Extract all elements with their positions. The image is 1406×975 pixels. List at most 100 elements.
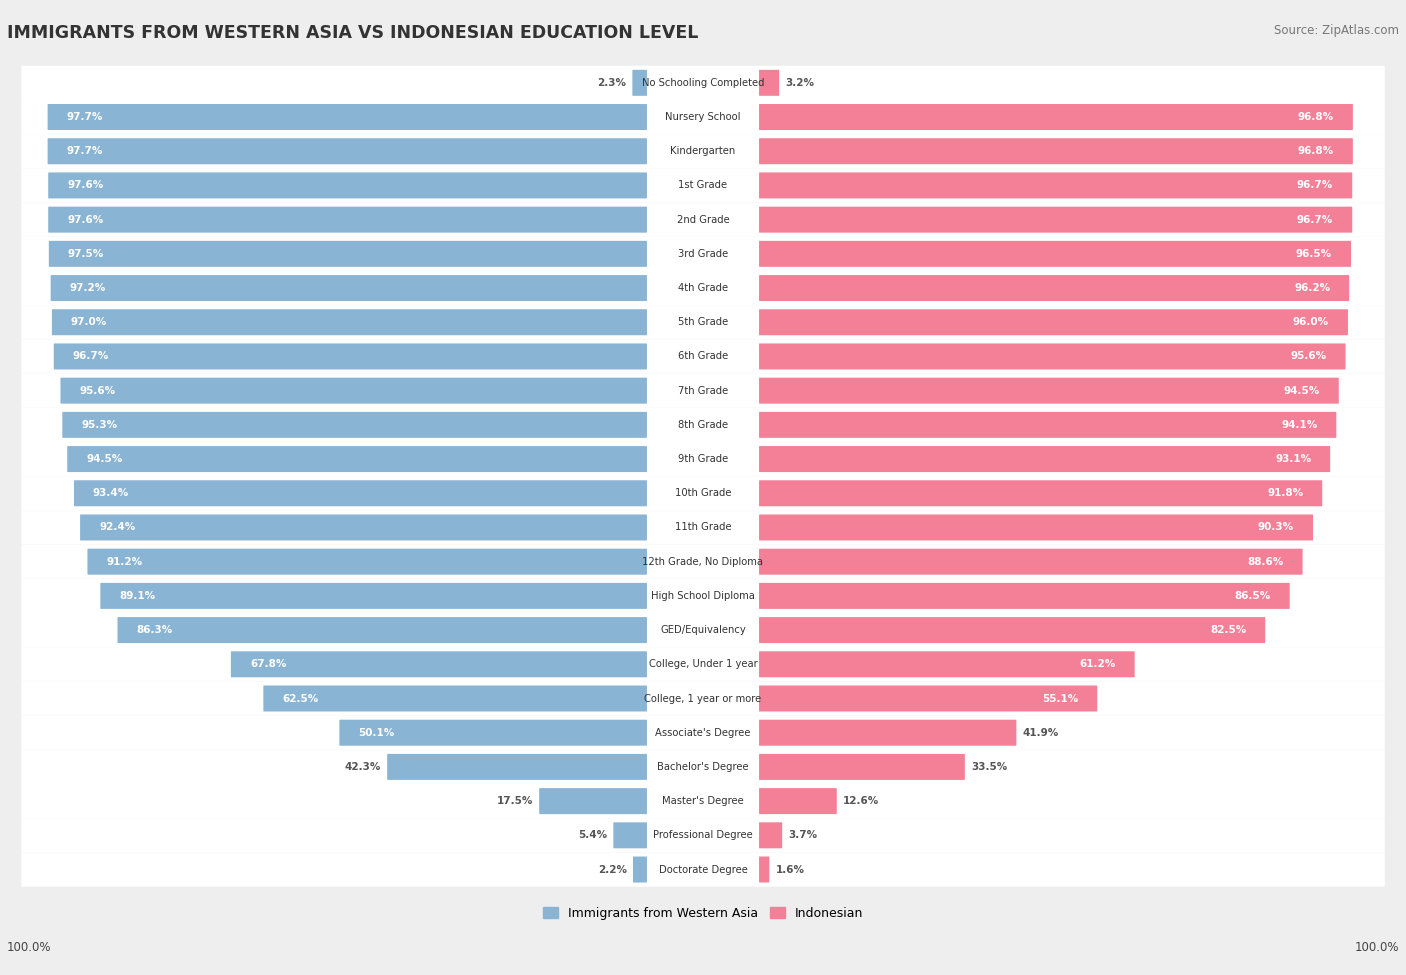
FancyBboxPatch shape: [60, 377, 647, 404]
FancyBboxPatch shape: [759, 343, 1346, 370]
Text: Kindergarten: Kindergarten: [671, 146, 735, 156]
FancyBboxPatch shape: [759, 788, 837, 814]
Text: 8th Grade: 8th Grade: [678, 420, 728, 430]
FancyBboxPatch shape: [49, 241, 647, 267]
FancyBboxPatch shape: [21, 408, 1385, 442]
FancyBboxPatch shape: [387, 754, 647, 780]
Text: 42.3%: 42.3%: [344, 761, 381, 772]
FancyBboxPatch shape: [21, 545, 1385, 579]
FancyBboxPatch shape: [231, 651, 647, 678]
FancyBboxPatch shape: [21, 237, 1385, 271]
Text: College, 1 year or more: College, 1 year or more: [644, 693, 762, 704]
Text: 7th Grade: 7th Grade: [678, 386, 728, 396]
Text: 62.5%: 62.5%: [283, 693, 319, 704]
Text: Nursery School: Nursery School: [665, 112, 741, 122]
Text: 6th Grade: 6th Grade: [678, 351, 728, 362]
FancyBboxPatch shape: [21, 373, 1385, 408]
Text: 55.1%: 55.1%: [1042, 693, 1078, 704]
Text: 2.2%: 2.2%: [598, 865, 627, 875]
FancyBboxPatch shape: [759, 275, 1350, 301]
Text: 33.5%: 33.5%: [972, 761, 1007, 772]
FancyBboxPatch shape: [21, 442, 1385, 476]
Text: 82.5%: 82.5%: [1211, 625, 1246, 635]
Text: 96.8%: 96.8%: [1298, 146, 1334, 156]
FancyBboxPatch shape: [759, 583, 1289, 608]
FancyBboxPatch shape: [21, 784, 1385, 818]
Text: Doctorate Degree: Doctorate Degree: [658, 865, 748, 875]
FancyBboxPatch shape: [633, 856, 647, 882]
FancyBboxPatch shape: [21, 818, 1385, 852]
Text: 94.5%: 94.5%: [1284, 386, 1320, 396]
Text: High School Diploma: High School Diploma: [651, 591, 755, 601]
Text: 91.2%: 91.2%: [107, 557, 142, 566]
FancyBboxPatch shape: [48, 207, 647, 233]
Text: IMMIGRANTS FROM WESTERN ASIA VS INDONESIAN EDUCATION LEVEL: IMMIGRANTS FROM WESTERN ASIA VS INDONESI…: [7, 24, 699, 42]
Text: 91.8%: 91.8%: [1267, 488, 1303, 498]
FancyBboxPatch shape: [759, 754, 965, 780]
Text: 3.2%: 3.2%: [785, 78, 814, 88]
FancyBboxPatch shape: [263, 685, 647, 712]
Text: 17.5%: 17.5%: [496, 797, 533, 806]
Text: 100.0%: 100.0%: [7, 941, 52, 955]
FancyBboxPatch shape: [759, 173, 1353, 199]
Text: 96.8%: 96.8%: [1298, 112, 1334, 122]
FancyBboxPatch shape: [48, 173, 647, 199]
FancyBboxPatch shape: [21, 65, 1385, 99]
FancyBboxPatch shape: [100, 583, 647, 608]
FancyBboxPatch shape: [21, 682, 1385, 716]
Text: 5th Grade: 5th Grade: [678, 317, 728, 328]
FancyBboxPatch shape: [759, 515, 1313, 540]
FancyBboxPatch shape: [759, 447, 1330, 472]
Text: 97.7%: 97.7%: [66, 146, 103, 156]
FancyBboxPatch shape: [21, 339, 1385, 373]
FancyBboxPatch shape: [67, 447, 647, 472]
Text: 94.5%: 94.5%: [86, 454, 122, 464]
Legend: Immigrants from Western Asia, Indonesian: Immigrants from Western Asia, Indonesian: [537, 902, 869, 924]
Text: 96.7%: 96.7%: [73, 351, 110, 362]
Text: 50.1%: 50.1%: [359, 727, 395, 738]
Text: 97.7%: 97.7%: [66, 112, 103, 122]
Text: 97.6%: 97.6%: [67, 214, 104, 224]
Text: Bachelor's Degree: Bachelor's Degree: [657, 761, 749, 772]
FancyBboxPatch shape: [759, 481, 1322, 506]
FancyBboxPatch shape: [339, 720, 647, 746]
FancyBboxPatch shape: [80, 515, 647, 540]
Text: 11th Grade: 11th Grade: [675, 523, 731, 532]
Text: 97.0%: 97.0%: [70, 317, 107, 328]
Text: 12th Grade, No Diploma: 12th Grade, No Diploma: [643, 557, 763, 566]
Text: Professional Degree: Professional Degree: [654, 831, 752, 840]
Text: 88.6%: 88.6%: [1247, 557, 1284, 566]
FancyBboxPatch shape: [48, 138, 647, 164]
FancyBboxPatch shape: [21, 135, 1385, 169]
Text: 86.3%: 86.3%: [136, 625, 173, 635]
Text: 1.6%: 1.6%: [775, 865, 804, 875]
Text: 10th Grade: 10th Grade: [675, 488, 731, 498]
FancyBboxPatch shape: [21, 852, 1385, 886]
FancyBboxPatch shape: [759, 241, 1351, 267]
FancyBboxPatch shape: [87, 549, 647, 574]
Text: 95.6%: 95.6%: [80, 386, 115, 396]
Text: 95.6%: 95.6%: [1291, 351, 1326, 362]
Text: College, Under 1 year: College, Under 1 year: [648, 659, 758, 669]
Text: 2nd Grade: 2nd Grade: [676, 214, 730, 224]
FancyBboxPatch shape: [75, 481, 647, 506]
FancyBboxPatch shape: [759, 617, 1265, 644]
Text: 67.8%: 67.8%: [250, 659, 287, 669]
Text: 97.2%: 97.2%: [70, 283, 105, 293]
FancyBboxPatch shape: [118, 617, 647, 644]
FancyBboxPatch shape: [51, 275, 647, 301]
Text: 92.4%: 92.4%: [98, 523, 135, 532]
FancyBboxPatch shape: [759, 70, 779, 96]
Text: Master's Degree: Master's Degree: [662, 797, 744, 806]
FancyBboxPatch shape: [759, 685, 1097, 712]
Text: 96.7%: 96.7%: [1296, 180, 1333, 190]
Text: 86.5%: 86.5%: [1234, 591, 1271, 601]
FancyBboxPatch shape: [48, 104, 647, 130]
FancyBboxPatch shape: [759, 856, 769, 882]
FancyBboxPatch shape: [759, 138, 1353, 164]
FancyBboxPatch shape: [759, 720, 1017, 746]
FancyBboxPatch shape: [21, 510, 1385, 545]
FancyBboxPatch shape: [21, 579, 1385, 613]
Text: 9th Grade: 9th Grade: [678, 454, 728, 464]
Text: 97.6%: 97.6%: [67, 180, 104, 190]
